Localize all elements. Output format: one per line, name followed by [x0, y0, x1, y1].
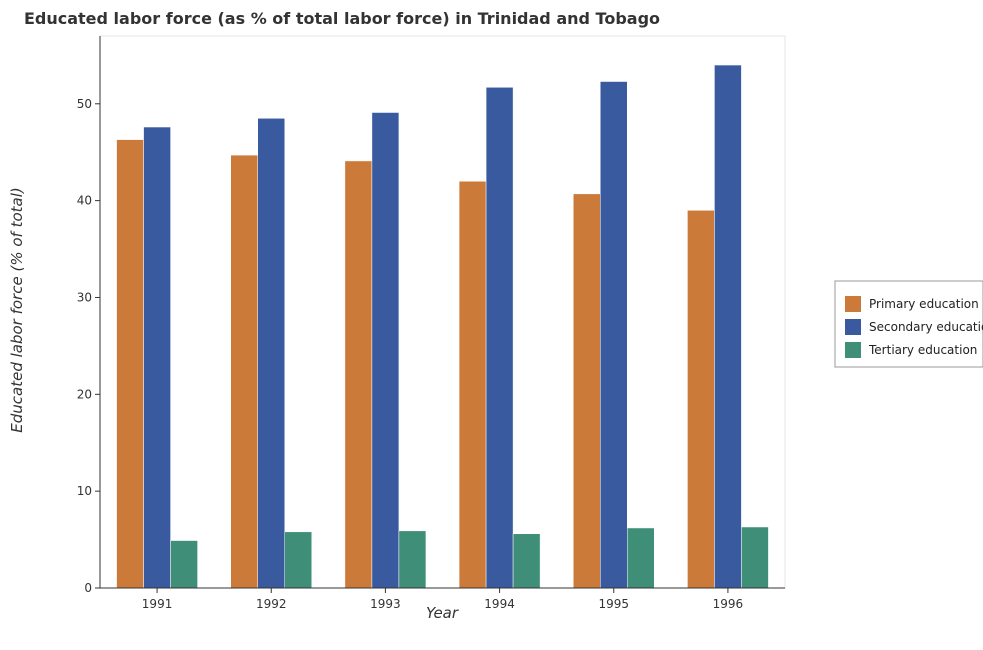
bar-primary-education-1995 — [573, 193, 601, 589]
legend-label: Tertiary education — [868, 343, 977, 357]
bar-secondary-education-1991 — [143, 126, 171, 589]
x-tick-label: 1995 — [598, 597, 629, 611]
bars — [116, 64, 769, 589]
plot-border — [99, 35, 786, 589]
x-axis: 1991 1992 1993 1994 1995 1996 — [100, 587, 785, 611]
bar-tertiary-education-1992 — [284, 531, 312, 589]
x-tick-label: 1996 — [713, 597, 744, 611]
bar-secondary-education-1992 — [257, 118, 285, 589]
bar-secondary-education-1994 — [485, 87, 514, 589]
x-tick-label: 1992 — [256, 597, 287, 611]
bar-tertiary-education-1996 — [741, 526, 769, 589]
bar-tertiary-education-1994 — [512, 533, 541, 589]
x-tick-label: 1994 — [484, 597, 515, 611]
y-tick-label: 0 — [84, 581, 92, 595]
bar-secondary-education-1993 — [371, 112, 400, 589]
chart-title: Educated labor force (as % of total labo… — [24, 9, 660, 28]
legend-swatch — [845, 296, 861, 312]
bar-primary-education-1993 — [344, 160, 373, 589]
y-tick-label: 10 — [77, 484, 92, 498]
plot-area — [99, 35, 786, 589]
y-tick-label: 50 — [77, 97, 92, 111]
x-tick-label: 1993 — [370, 597, 401, 611]
bar-secondary-education-1995 — [600, 81, 628, 589]
legend-swatch — [845, 342, 861, 358]
y-axis-title: Educated labor force (% of total) — [8, 187, 26, 432]
bar-primary-education-1991 — [116, 139, 144, 589]
bar-primary-education-1992 — [230, 154, 258, 589]
legend-label: Secondary education — [869, 320, 983, 334]
y-tick-label: 20 — [77, 387, 92, 401]
x-tick-label: 1991 — [142, 597, 173, 611]
bar-primary-education-1994 — [458, 181, 487, 589]
legend: Primary education Secondary education Tert… — [834, 280, 983, 368]
bar-secondary-education-1996 — [714, 64, 742, 589]
y-axis: 0 10 20 30 40 50 — [77, 36, 101, 595]
bar-tertiary-education-1993 — [398, 530, 427, 589]
legend-swatch — [845, 319, 861, 335]
legend-label: Primary education — [869, 297, 979, 311]
bar-primary-education-1996 — [687, 210, 715, 589]
bar-tertiary-education-1991 — [170, 540, 198, 589]
y-tick-label: 40 — [77, 194, 92, 208]
y-tick-label: 30 — [77, 290, 92, 304]
x-axis-title: Year — [426, 604, 459, 622]
bar-tertiary-education-1995 — [627, 527, 655, 589]
